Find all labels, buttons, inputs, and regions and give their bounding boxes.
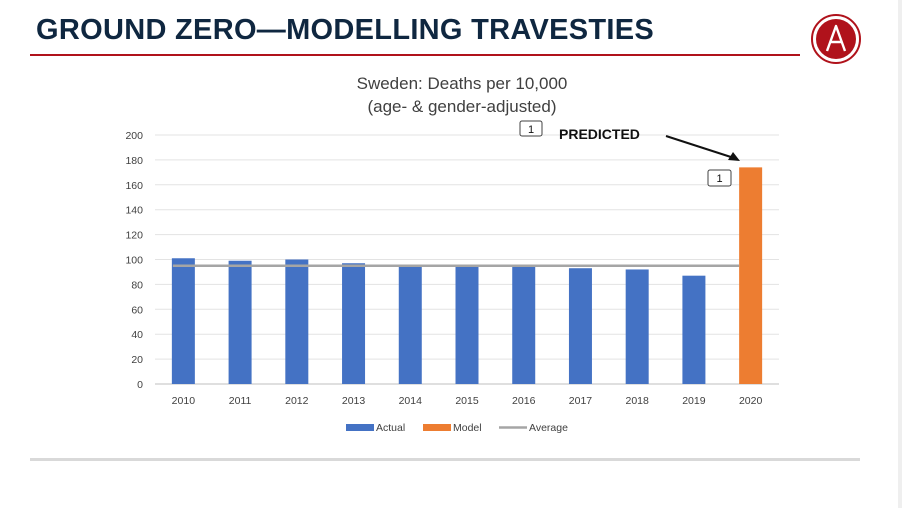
y-tick-label: 120 [125,230,143,242]
bottom-divider [30,458,860,461]
y-tick-label: 20 [131,354,143,366]
x-tick-label: 2020 [739,395,763,407]
actual-bar [625,269,649,384]
legend-swatch-model [423,424,451,431]
x-tick-label: 2011 [229,395,252,407]
x-tick-label: 2010 [172,395,196,407]
x-tick-label: 2016 [512,395,536,407]
chart-subtitle: (age- & gender-adjusted) [367,97,556,116]
model-bar [739,167,763,384]
callout-top-label: 1 [528,124,534,136]
x-tick-label: 2013 [342,395,366,407]
y-tick-label: 60 [131,304,143,316]
x-tick-label: 2014 [399,395,423,407]
callout-bar: 1 [707,169,732,187]
y-tick-label: 40 [131,329,143,341]
x-tick-label: 2017 [569,395,593,407]
x-axis-ticks: 2010 2011 2012 2013 2014 2015 2016 2017 2018 2019… [172,395,763,407]
predicted-label: PREDICTED [559,126,640,142]
x-tick-label: 2019 [682,395,706,407]
y-tick-label: 100 [125,255,143,267]
actual-bar [398,266,422,384]
y-tick-label: 140 [125,205,143,217]
y-tick-label: 0 [137,379,143,391]
callout-bar-label: 1 [716,173,722,185]
title-divider [30,54,800,56]
chart-title: Sweden: Deaths per 10,000 [357,74,568,93]
x-tick-label: 2018 [626,395,650,407]
y-tick-label: 200 [125,130,143,142]
legend-label-model: Model [453,422,482,434]
actual-bar [171,258,195,384]
legend-label-actual: Actual [376,422,405,434]
actual-bar [682,275,706,384]
actual-bar [568,268,592,384]
actual-bar [228,260,252,384]
y-tick-label: 80 [131,279,143,291]
logo-icon: A [811,14,861,64]
callout-top: 1 [519,120,543,137]
x-tick-label: 2012 [285,395,309,407]
actual-bar [455,266,479,384]
bars [171,167,763,384]
predicted-arrowhead [728,152,740,161]
actual-bar [285,259,309,384]
legend-swatch-actual [346,424,374,431]
actual-bar [342,263,366,384]
y-tick-label: 160 [125,180,143,192]
y-tick-label: 180 [125,155,143,167]
actual-bar [512,266,536,384]
predicted-arrow [665,135,735,159]
slide-title: GROUND ZERO—MODELLING TRAVESTIES [36,14,655,46]
y-axis-ticks: 0 20 40 60 80 100 120 140 160 180 200 [125,130,143,391]
legend-label-average: Average [529,422,568,434]
slide-edge [898,0,902,508]
x-tick-label: 2015 [455,395,479,407]
legend: Actual Model Average [346,422,568,434]
